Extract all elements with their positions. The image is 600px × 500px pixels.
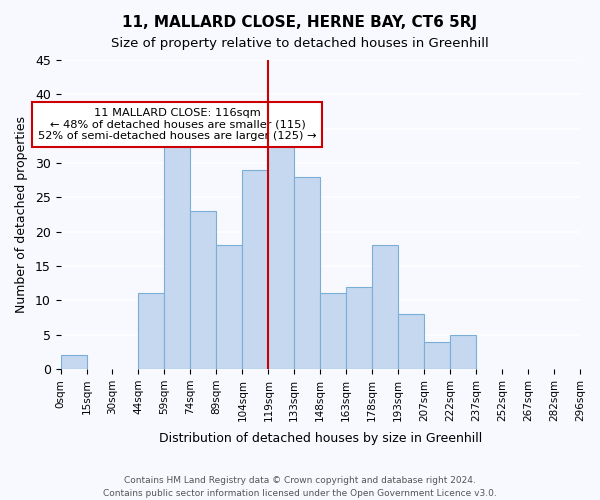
Bar bbox=[164, 122, 190, 369]
Bar bbox=[450, 334, 476, 369]
Bar bbox=[424, 342, 450, 369]
Text: 11, MALLARD CLOSE, HERNE BAY, CT6 5RJ: 11, MALLARD CLOSE, HERNE BAY, CT6 5RJ bbox=[122, 15, 478, 30]
Bar bbox=[61, 356, 86, 369]
Text: Contains public sector information licensed under the Open Government Licence v3: Contains public sector information licen… bbox=[103, 488, 497, 498]
Text: Contains HM Land Registry data © Crown copyright and database right 2024.: Contains HM Land Registry data © Crown c… bbox=[124, 476, 476, 485]
X-axis label: Distribution of detached houses by size in Greenhill: Distribution of detached houses by size … bbox=[158, 432, 482, 445]
Bar bbox=[346, 286, 372, 369]
Bar bbox=[217, 246, 242, 369]
Bar bbox=[398, 314, 424, 369]
Bar bbox=[268, 128, 294, 369]
Bar bbox=[294, 176, 320, 369]
Bar bbox=[372, 246, 398, 369]
Bar bbox=[242, 170, 268, 369]
Y-axis label: Number of detached properties: Number of detached properties bbox=[15, 116, 28, 313]
Bar bbox=[320, 294, 346, 369]
Text: 11 MALLARD CLOSE: 116sqm
← 48% of detached houses are smaller (115)
52% of semi-: 11 MALLARD CLOSE: 116sqm ← 48% of detach… bbox=[38, 108, 317, 142]
Bar bbox=[139, 294, 164, 369]
Text: Size of property relative to detached houses in Greenhill: Size of property relative to detached ho… bbox=[111, 38, 489, 51]
Bar bbox=[190, 211, 217, 369]
